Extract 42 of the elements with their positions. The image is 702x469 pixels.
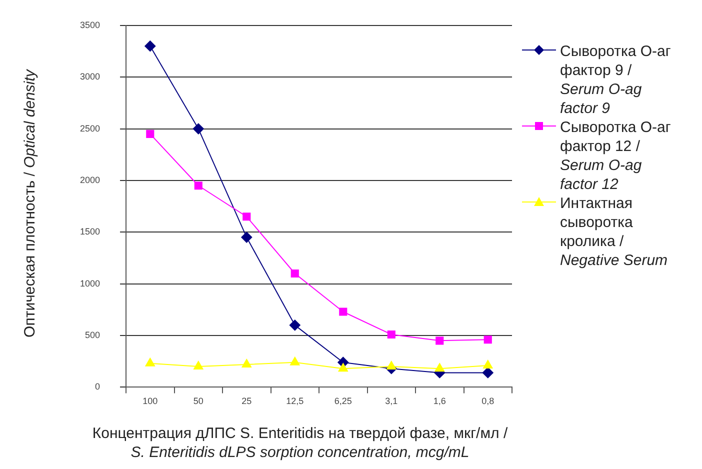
x-tick-label: 50 <box>193 396 204 406</box>
y-tick-label: 3000 <box>80 72 100 82</box>
point <box>338 363 348 372</box>
x-tick-label: 1,6 <box>433 396 446 406</box>
legend-label: Сыворотка О-аг фактор 9 / Serum O-ag factor 9 <box>560 42 672 118</box>
point <box>434 363 444 372</box>
point <box>482 367 494 378</box>
point <box>290 269 299 278</box>
point <box>387 330 396 339</box>
point <box>144 40 156 52</box>
y-axis-title: Оптическая плотность / Optical density <box>22 68 38 340</box>
legend-label: Сыворотка О-аг фактор 12 / Serum O-ag factor 12 <box>560 118 672 194</box>
point <box>194 182 202 190</box>
point <box>289 320 300 331</box>
y-tick-label: 2000 <box>80 174 100 185</box>
x-tick-label: 25 <box>242 396 252 406</box>
x-tick-label: 0,8 <box>482 396 494 406</box>
y-tick-label: 3500 <box>80 20 100 30</box>
x-tick-label: 12,5 <box>286 396 304 406</box>
y-tick-label: 1500 <box>80 226 100 237</box>
point <box>194 361 204 370</box>
x-tick-label: 100 <box>142 396 158 406</box>
point <box>339 308 348 316</box>
x-tick-label: 3,1 <box>385 396 398 406</box>
y-tick-label: 500 <box>84 330 100 340</box>
y-tick-label: 1000 <box>80 278 100 288</box>
point <box>436 336 444 345</box>
point <box>242 212 251 221</box>
point <box>192 123 204 134</box>
point <box>241 232 252 243</box>
point <box>386 361 396 370</box>
point <box>242 358 252 368</box>
y-tick-label: 0 <box>95 382 100 392</box>
y-tick-label: 2500 <box>80 123 100 134</box>
point <box>145 358 155 366</box>
point <box>290 356 300 366</box>
x-tick-label: 6,25 <box>334 396 352 406</box>
legend-label: Интактная сыворотка кролика / Negative Serum <box>560 194 669 270</box>
point <box>146 130 154 138</box>
point <box>484 336 492 344</box>
x-axis-title: Концентрация дЛПС S. Enteritidis на твердой фазе, мкг/мл / S. Enteritidis dLPS sorption concentration, mcg/mL <box>91 424 509 462</box>
point <box>483 360 493 368</box>
